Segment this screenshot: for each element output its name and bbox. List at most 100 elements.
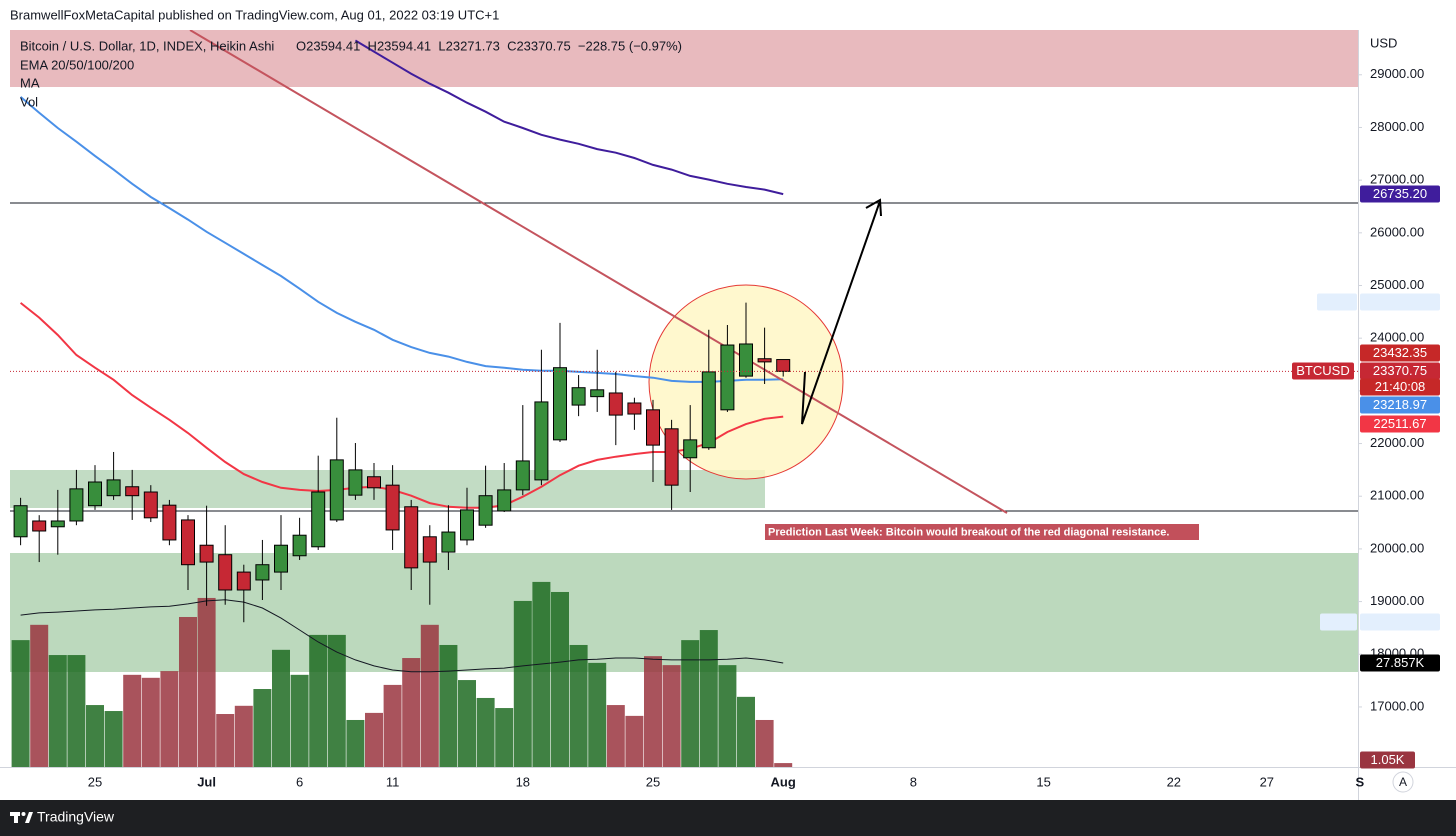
price-tag [1292, 362, 1354, 380]
resistance-zone [10, 30, 1358, 87]
trendline [189, 30, 1008, 514]
x-tick-label: 25 [646, 774, 660, 789]
volume-bar [402, 658, 421, 767]
volume-bar [774, 763, 793, 767]
volume-bar [141, 677, 160, 767]
candle-body [646, 409, 660, 446]
volume-bar [495, 708, 514, 767]
legend-indicator: MA [20, 75, 40, 90]
indicator-line [20, 599, 784, 673]
plot-area [10, 30, 1358, 767]
x-tick-label: S [1355, 774, 1364, 789]
price-tag-label: 23218.97 [1373, 397, 1427, 412]
y-tick-label: 24000.00 [1370, 330, 1424, 345]
candle-body [181, 519, 195, 566]
candle-body [701, 371, 716, 449]
indicator-line [19, 302, 784, 509]
candle-body [441, 531, 456, 553]
candle-body [683, 439, 698, 459]
price-tag-label: 21:40:08 [1375, 379, 1426, 394]
volume-bar [569, 644, 588, 767]
x-tick-label: Jul [197, 774, 216, 789]
candle-body [162, 504, 177, 541]
volume-bar [383, 684, 402, 767]
candle-body [218, 554, 233, 591]
price-tag [1320, 613, 1357, 631]
x-tick-label: 27 [1260, 774, 1274, 789]
price-tag-label: 27.857K [1376, 655, 1425, 670]
candle-body [367, 476, 381, 489]
volume-bar [123, 674, 142, 767]
price-tag [1317, 293, 1357, 311]
y-tick-label: 28000.00 [1370, 119, 1424, 134]
volume-bar [420, 624, 439, 767]
y-tick-label: 19000.00 [1370, 593, 1424, 608]
volume-bar [588, 662, 607, 767]
candle-body [590, 389, 605, 398]
price-tag [1360, 293, 1440, 311]
candle-body [608, 392, 623, 416]
y-tick-label: 26000.00 [1370, 224, 1424, 239]
candle-body [106, 479, 121, 497]
candle-body [385, 484, 400, 531]
x-tick-label: 8 [910, 774, 917, 789]
price-tag-label: 1.05K [1371, 752, 1405, 767]
volume-layer [11, 581, 793, 767]
candle-body [720, 344, 735, 411]
auto-scale-label[interactable]: A [1399, 775, 1407, 789]
y-tick-label: 25000.00 [1370, 277, 1424, 292]
price-tag-label: 22511.67 [1373, 416, 1426, 431]
candle-body [534, 401, 549, 481]
logo-part [25, 812, 33, 823]
candle-body [515, 460, 530, 491]
x-tick-label: Aug [771, 774, 796, 789]
candle-layer [13, 302, 791, 623]
candle-body [274, 544, 288, 573]
y-tick-label: 22000.00 [1370, 435, 1424, 450]
volume-bar [253, 689, 272, 767]
legend-symbol: Bitcoin / U.S. Dollar, 1D, INDEX, Heikin… [20, 38, 274, 53]
candle-body [553, 367, 567, 441]
candle-body [497, 489, 512, 512]
volume-bar [625, 715, 644, 767]
volume-bar [681, 640, 700, 767]
candle-body [739, 343, 753, 377]
volume-bar [365, 712, 383, 767]
price-tag-label: BTCUSD [1296, 363, 1349, 378]
volume-bar [737, 696, 755, 767]
x-tick-label: 18 [516, 774, 530, 789]
candle-body [236, 571, 251, 591]
candle-body [460, 509, 474, 541]
candle-body [348, 469, 363, 496]
price-tag [1360, 344, 1440, 362]
y-tick-label: 20000.00 [1370, 540, 1424, 555]
volume-bar [532, 581, 551, 767]
price-tag [1360, 185, 1440, 203]
volume-bar [48, 655, 67, 767]
x-tick-label: 6 [296, 774, 303, 789]
candle-body [478, 495, 493, 526]
candle-body [69, 488, 84, 522]
volume-bar [458, 680, 476, 767]
y-tick-label: 29000.00 [1370, 66, 1424, 81]
publish-header: BramwellFoxMetaCapital published on Trad… [10, 7, 499, 22]
candle-body [404, 506, 419, 569]
volume-bar [662, 665, 681, 767]
volume-bar [606, 705, 625, 767]
candle-body [329, 459, 344, 521]
price-tag-label: 26735.20 [1373, 186, 1427, 201]
legend-indicator: Vol [20, 94, 38, 109]
candle-body [422, 536, 437, 563]
price-tag-label: 23432.35 [1373, 345, 1427, 360]
price-tag [1360, 396, 1440, 414]
logo-part [21, 812, 26, 816]
volume-bar [11, 640, 30, 767]
volume-bar [476, 697, 495, 767]
legend-ohlc: O23594.41 H23594.41 L23271.73 C23370.75 … [296, 38, 682, 53]
price-tag [1360, 654, 1440, 672]
y-tick-label: 27000.00 [1370, 172, 1424, 187]
auto-scale-button[interactable] [1392, 771, 1414, 793]
